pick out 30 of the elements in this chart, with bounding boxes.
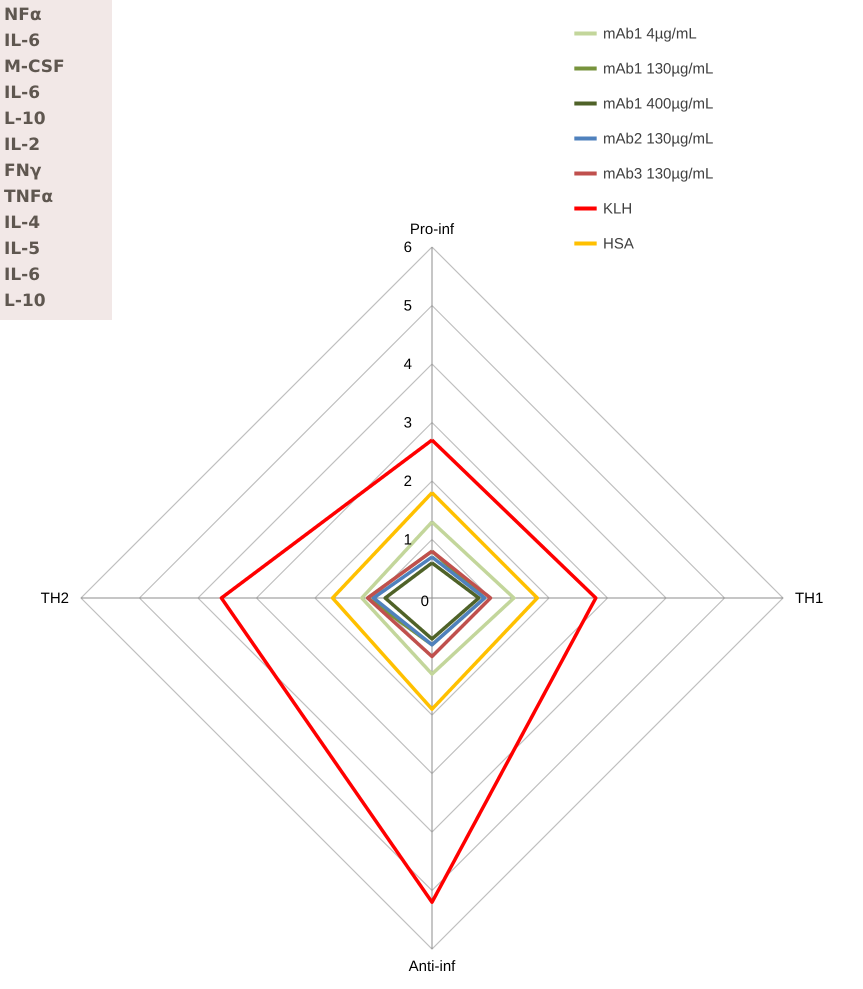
y-tick-label: 5 [404, 298, 412, 314]
spoke-label: TH2 [40, 590, 69, 607]
text: IL-6 [3, 264, 42, 287]
y-tick-label: 1 [404, 532, 412, 548]
text: IL-5 [3, 238, 42, 261]
legend-label: mAb1 400µg/mL [603, 96, 714, 112]
text: IL-6 [3, 30, 42, 53]
y-tick-label: 4 [404, 356, 412, 373]
text: TNFα [3, 186, 54, 209]
y-tick-label: 6 [404, 239, 412, 256]
text: IL-6 [3, 82, 42, 105]
legend-label: KLH [603, 200, 632, 218]
legend-label: HSA [603, 236, 634, 252]
text: IL-4 [3, 212, 42, 235]
text: IL-2 [3, 134, 42, 157]
text: L-10 [3, 290, 47, 313]
text: M-CSF [3, 56, 66, 79]
y-tick-label: 3 [404, 414, 412, 432]
legend-label: mAb3 130µg/mL [603, 166, 714, 182]
legend-label: mAb2 130µg/mL [603, 130, 714, 148]
y-tick-label: 2 [404, 473, 412, 490]
legend-label: mAb1 4µg/mL [603, 26, 697, 42]
legend-label: mAb1 130µg/mL [603, 60, 714, 78]
text: FNγ [3, 160, 42, 183]
spoke-label: TH1 [795, 590, 824, 607]
y-tick-label: 0 [420, 593, 429, 610]
text: L-10 [3, 108, 47, 131]
spoke-label: Pro-inf [410, 221, 455, 238]
spoke-label: Anti-inf [408, 958, 456, 975]
text: NFα [3, 4, 43, 27]
